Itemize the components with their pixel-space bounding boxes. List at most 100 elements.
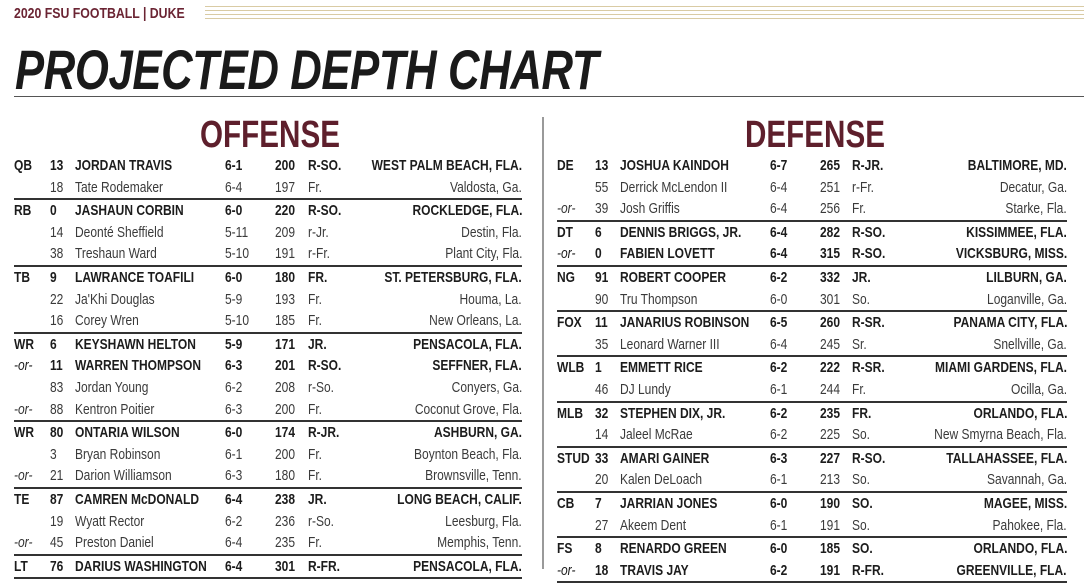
player-class: r-So. (308, 378, 335, 396)
table-row: 19 Wyatt Rector 6-2 236 r-So. Leesburg, Fla. (14, 511, 522, 533)
player-height: 6-0 (770, 494, 788, 512)
jersey-number: 11 (50, 357, 63, 375)
defense-position-group: WLB 1 EMMETT RICE 6-2 222 R-SR. MIAMI GARDENS,… (557, 357, 1067, 403)
title-underline (14, 96, 1084, 97)
player-class: Fr. (852, 380, 866, 398)
table-row: DT 6 DENNIS BRIGGS, JR. 6-4 282 R-SO. KISSIMME… (557, 222, 1067, 244)
position-label: FS (557, 540, 573, 558)
player-weight: 200 (275, 157, 296, 174)
table-row: WR 80 ONTARIA WILSON 6-0 174 R-JR. ASHBURN, GA… (14, 422, 522, 444)
defense-position-group: STUD 33 AMARI GAINER 6-3 227 R-SO. TALLAHASSEE… (557, 448, 1067, 493)
player-name: JOSHUA KAINDOH (620, 157, 729, 174)
player-weight: 200 (275, 445, 296, 463)
player-name: DARIUS WASHINGTON (75, 557, 207, 575)
player-height: 6-3 (225, 357, 243, 375)
player-height: 5-10 (225, 312, 250, 330)
player-class: R-JR. (308, 424, 340, 442)
player-class: R-SR. (852, 359, 885, 377)
jersey-number: 39 (595, 200, 609, 218)
column-divider (542, 117, 544, 569)
table-row: -or- 88 Kentron Poitier 6-3 200 Fr. Coconut Gr… (14, 399, 522, 421)
jersey-number: 8 (595, 540, 602, 558)
table-row: 18 Tate Rodemaker 6-4 197 Fr. Valdosta, Ga. (14, 177, 522, 199)
player-height: 6-0 (225, 202, 243, 220)
player-weight: 185 (820, 540, 841, 558)
table-row: WLB 1 EMMETT RICE 6-2 222 R-SR. MIAMI GARDENS,… (557, 357, 1067, 379)
player-name: Bryan Robinson (75, 445, 161, 463)
player-class: Fr. (308, 400, 322, 418)
player-hometown: LONG BEACH, CALIF. (397, 490, 522, 508)
player-height: 6-5 (770, 314, 788, 332)
offense-depth-table: QB 13 JORDAN TRAVIS 6-1 200 R-SO. WEST PALM BE… (14, 155, 523, 580)
player-name: Deonté Sheffield (75, 223, 164, 241)
player-height: 6-2 (770, 561, 788, 579)
player-height: 5-9 (225, 290, 243, 308)
player-height: 6-3 (225, 467, 243, 485)
player-name: STEPHEN DIX, JR. (620, 404, 726, 422)
player-weight: 301 (275, 557, 296, 575)
player-height: 6-2 (770, 426, 788, 444)
player-hometown: PANAMA CITY, FLA. (953, 314, 1067, 332)
player-hometown: Boynton Beach, Fla. (413, 445, 522, 463)
position-label: -or- (557, 245, 576, 263)
player-hometown: Coconut Grove, Fla. (414, 400, 522, 418)
player-class: SO. (852, 540, 873, 558)
player-name: Josh Griffis (620, 200, 680, 218)
player-class: So. (852, 290, 871, 308)
player-class: Fr. (308, 467, 322, 485)
table-row: RB 0 JASHAUN CORBIN 6-0 220 R-SO. ROCKLEDGE, F… (14, 200, 522, 222)
player-hometown: Ocilla, Ga. (1010, 380, 1067, 398)
player-weight: 201 (275, 357, 296, 375)
player-hometown: WEST PALM BEACH, FLA. (371, 157, 522, 174)
player-weight: 256 (820, 200, 841, 218)
player-weight: 282 (820, 223, 841, 241)
position-label: -or- (14, 357, 33, 375)
table-row: CB 7 JARRIAN JONES 6-0 190 SO. MAGEE, MISS. (557, 493, 1067, 515)
table-row: 35 Leonard Warner III 6-4 245 Sr. Snellville,… (557, 334, 1067, 356)
player-hometown: ORLANDO, FLA. (973, 404, 1067, 422)
table-row: LT 76 DARIUS WASHINGTON 6-4 301 R-FR. PENSACOL… (14, 556, 522, 578)
player-weight: 191 (820, 516, 841, 534)
jersey-number: 1 (595, 359, 602, 377)
jersey-number: 45 (50, 534, 64, 552)
player-name: Kentron Poitier (75, 400, 155, 418)
player-weight: 236 (275, 512, 296, 530)
player-hometown: PENSACOLA, FLA. (413, 335, 522, 353)
player-height: 6-2 (770, 404, 788, 422)
jersey-number: 0 (50, 202, 57, 220)
jersey-number: 14 (595, 426, 609, 444)
player-class: JR. (852, 268, 871, 286)
player-name: Darion Williamson (75, 467, 172, 485)
player-weight: 251 (820, 178, 841, 196)
position-label: WR (14, 335, 34, 353)
jersey-number: 80 (50, 424, 64, 442)
player-name: EMMETT RICE (620, 359, 703, 377)
table-row: -or- 11 WARREN THOMPSON 6-3 201 R-SO. SEFFNER,… (14, 355, 522, 377)
table-row: -or- 45 Preston Daniel 6-4 235 Fr. Memphis, Te… (14, 532, 522, 554)
player-height: 6-3 (225, 400, 243, 418)
jersey-number: 0 (595, 245, 602, 263)
player-height: 5-9 (225, 335, 243, 353)
player-name: WARREN THOMPSON (75, 357, 201, 375)
player-hometown: New Orleans, La. (429, 312, 522, 330)
player-weight: 260 (820, 314, 841, 332)
player-hometown: Brownsville, Tenn. (425, 467, 523, 485)
player-hometown: TALLAHASSEE, FLA. (945, 449, 1067, 467)
player-class: R-SO. (308, 357, 342, 375)
player-hometown: New Smyrna Beach, Fla. (934, 426, 1067, 444)
player-class: So. (852, 471, 871, 489)
player-hometown: Destin, Fla. (461, 223, 522, 241)
player-hometown: SEFFNER, FLA. (432, 357, 522, 375)
defense-position-group: NG 91 ROBERT COOPER 6-2 332 JR. LILBURN, GA. 90… (557, 267, 1067, 313)
player-class: SO. (852, 494, 873, 512)
table-row: -or- 0 FABIEN LOVETT 6-4 315 R-SO. VICKSBURG, … (557, 243, 1067, 265)
player-height: 6-0 (770, 540, 788, 558)
player-weight: 244 (820, 380, 841, 398)
player-name: ROBERT COOPER (620, 268, 727, 286)
player-class: R-FR. (852, 561, 884, 579)
player-class: R-SO. (308, 202, 342, 220)
player-hometown: MIAMI GARDENS, FLA. (935, 359, 1067, 377)
decorative-gold-lines (205, 6, 1084, 22)
player-weight: 190 (820, 494, 841, 512)
player-class: Fr. (308, 178, 322, 196)
